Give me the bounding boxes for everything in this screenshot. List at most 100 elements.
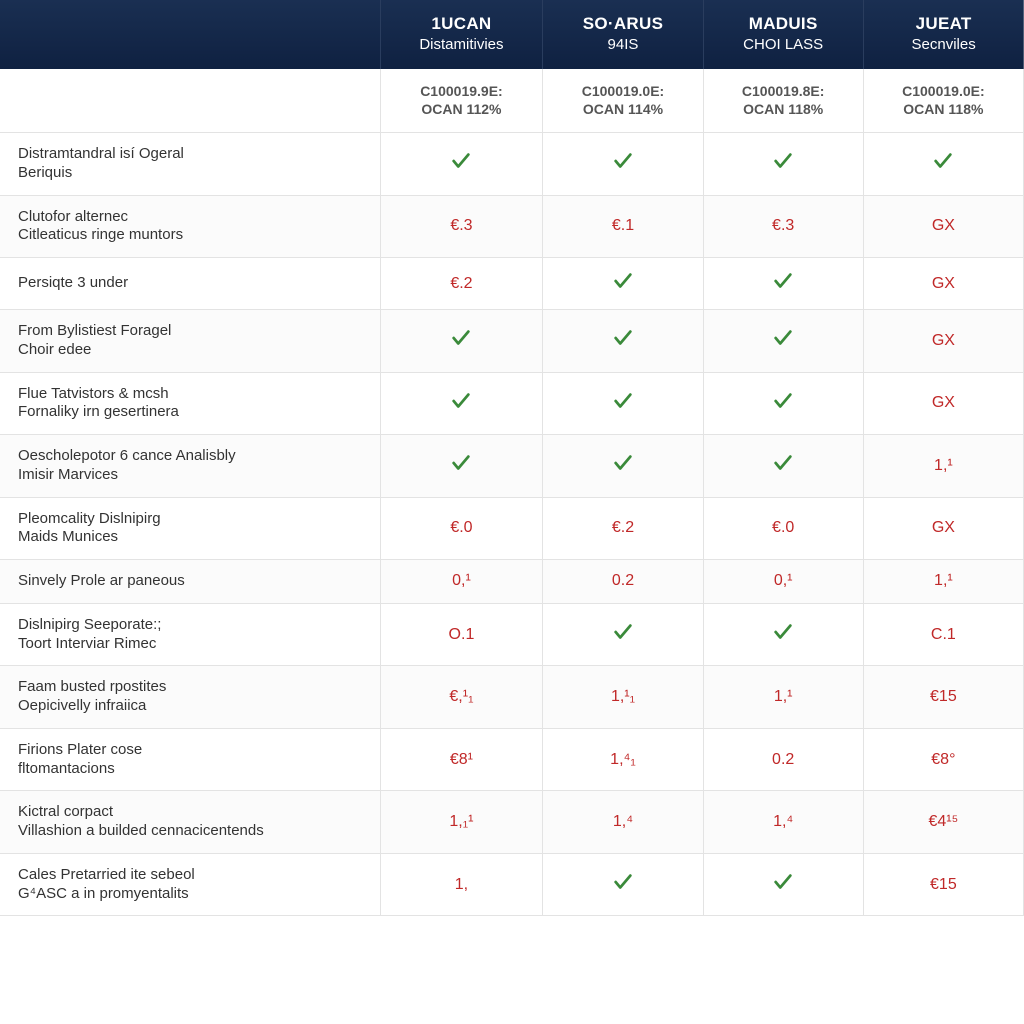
feature-label: From Bylistiest Foragel Choir edee — [0, 310, 380, 373]
value-text: 1,⁴ — [613, 813, 633, 830]
value-cell-check — [703, 853, 863, 916]
value-text: 0.2 — [772, 751, 794, 768]
header-row: 1UCAN Distamitivies SO·ARUS 94IS MADUIS … — [0, 0, 1024, 69]
value-text: €.0 — [450, 519, 472, 536]
check-icon — [612, 452, 634, 474]
value-text: 1,¹ — [934, 572, 953, 589]
check-icon — [772, 270, 794, 292]
value-cell-text: 1,¹ — [863, 435, 1023, 498]
feature-label: Persiqte 3 under — [0, 258, 380, 310]
value-cell-text: O.1 — [380, 603, 543, 666]
value-cell-check — [380, 435, 543, 498]
value-text: O.1 — [449, 626, 475, 643]
value-cell-check — [380, 310, 543, 373]
value-text: €15 — [930, 876, 957, 893]
value-text: €8° — [931, 751, 955, 768]
value-cell-text: €.0 — [380, 497, 543, 560]
plan-header-1: SO·ARUS 94IS — [543, 0, 703, 69]
value-cell-text: 1,¹ — [703, 666, 863, 729]
value-cell-text: €.3 — [703, 195, 863, 258]
value-cell-text: 0.2 — [543, 560, 703, 604]
value-cell-text: GX — [863, 195, 1023, 258]
value-text: 1, — [455, 876, 468, 893]
plan-subtitle: CHOI LASS — [712, 36, 855, 53]
value-text: €.3 — [450, 217, 472, 234]
table-row: Faam busted rpostites Oepicivelly infrai… — [0, 666, 1024, 729]
value-text: 1,⁴₁ — [610, 751, 636, 768]
table-row: Cales Pretarried ite sebeol G⁴ASC a in p… — [0, 853, 1024, 916]
value-cell-check — [543, 310, 703, 373]
check-icon — [772, 327, 794, 349]
value-cell-text: 1,⁴₁ — [543, 728, 703, 791]
value-cell-check — [380, 372, 543, 435]
feature-label: Faam busted rpostites Oepicivelly infrai… — [0, 666, 380, 729]
value-cell-text: €4¹⁵ — [863, 791, 1023, 854]
table-row: Flue Tatvistors & mcsh Fornaliky irn ges… — [0, 372, 1024, 435]
feature-label: Pleomcality Dislnipirg Maids Munices — [0, 497, 380, 560]
check-icon — [612, 150, 634, 172]
value-cell-text: €.1 — [543, 195, 703, 258]
feature-label: Cales Pretarried ite sebeol G⁴ASC a in p… — [0, 853, 380, 916]
value-text: 1,¹ — [934, 457, 953, 474]
plan-header-2: MADUIS CHOI LASS — [703, 0, 863, 69]
value-text: 1,⁴ — [773, 813, 793, 830]
value-text: GX — [932, 519, 955, 536]
value-text: €8¹ — [450, 751, 473, 768]
value-cell-check — [863, 133, 1023, 196]
value-cell-text: GX — [863, 497, 1023, 560]
check-icon — [772, 871, 794, 893]
feature-label: Firions Plater cose fltomantacions — [0, 728, 380, 791]
value-cell-text: 1,¹ — [863, 560, 1023, 604]
feature-label: Sinvely Prole ar paneous — [0, 560, 380, 604]
feature-label: Flue Tatvistors & mcsh Fornaliky irn ges… — [0, 372, 380, 435]
value-cell-check — [543, 603, 703, 666]
feature-label: Distramtandral isí Ogeral Beriquis — [0, 133, 380, 196]
subheader-cell: C100019.8E: OCAN 118% — [703, 69, 863, 133]
plan-title: SO·ARUS — [551, 14, 694, 34]
value-cell-text: €8¹ — [380, 728, 543, 791]
check-icon — [450, 327, 472, 349]
value-cell-text: €15 — [863, 853, 1023, 916]
check-icon — [612, 871, 634, 893]
table-row: From Bylistiest Foragel Choir edeeGX — [0, 310, 1024, 373]
value-text: €.2 — [612, 519, 634, 536]
value-text: €.2 — [450, 275, 472, 292]
value-cell-check — [703, 435, 863, 498]
value-text: 0.2 — [612, 572, 634, 589]
table-row: Clutofor alternec Citleaticus ringe munt… — [0, 195, 1024, 258]
value-cell-check — [543, 853, 703, 916]
plan-subtitle: 94IS — [551, 36, 694, 53]
subheader-cell: C100019.0E: OCAN 118% — [863, 69, 1023, 133]
value-cell-text: €.0 — [703, 497, 863, 560]
value-text: C.1 — [931, 626, 956, 643]
value-cell-text: GX — [863, 372, 1023, 435]
value-cell-text: €.3 — [380, 195, 543, 258]
value-text: €,¹₁ — [449, 688, 473, 705]
table-row: Pleomcality Dislnipirg Maids Munices €.0 €… — [0, 497, 1024, 560]
plan-subtitle: Secnviles — [872, 36, 1016, 53]
value-cell-text: C.1 — [863, 603, 1023, 666]
value-cell-text: 0.2 — [703, 728, 863, 791]
value-cell-text: €.2 — [543, 497, 703, 560]
value-cell-text: GX — [863, 258, 1023, 310]
value-text: 0,¹ — [452, 572, 471, 589]
value-cell-check — [703, 372, 863, 435]
plan-title: MADUIS — [712, 14, 855, 34]
check-icon — [772, 452, 794, 474]
value-text: €.0 — [772, 519, 794, 536]
value-cell-check — [703, 133, 863, 196]
check-icon — [450, 150, 472, 172]
check-icon — [612, 270, 634, 292]
value-cell-check — [543, 258, 703, 310]
value-cell-text: 1,₁¹ — [380, 791, 543, 854]
value-cell-check — [703, 310, 863, 373]
plan-title: 1UCAN — [389, 14, 535, 34]
check-icon — [772, 621, 794, 643]
check-icon — [450, 452, 472, 474]
plan-title: JUEAT — [872, 14, 1016, 34]
value-cell-text: €15 — [863, 666, 1023, 729]
value-cell-check — [543, 372, 703, 435]
check-icon — [772, 150, 794, 172]
value-text: €.1 — [612, 217, 634, 234]
comparison-table: 1UCAN Distamitivies SO·ARUS 94IS MADUIS … — [0, 0, 1024, 916]
